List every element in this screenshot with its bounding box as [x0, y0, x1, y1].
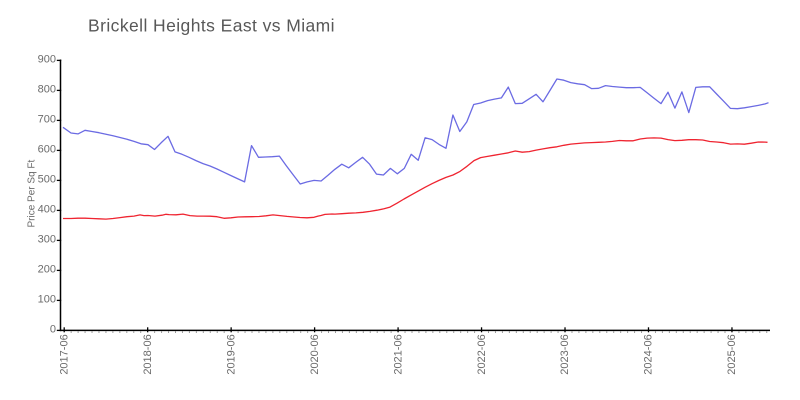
svg-text:2021-06: 2021-06: [392, 334, 404, 374]
svg-text:2020-06: 2020-06: [309, 334, 321, 374]
svg-text:0: 0: [50, 323, 56, 335]
svg-text:200: 200: [38, 263, 56, 275]
svg-text:Brickell Heights East vs Miami: Brickell Heights East vs Miami: [88, 16, 335, 36]
svg-text:2019-06: 2019-06: [225, 334, 237, 374]
svg-text:700: 700: [38, 113, 56, 125]
svg-text:2025-06: 2025-06: [726, 334, 738, 374]
svg-text:2022-06: 2022-06: [476, 334, 488, 374]
svg-text:300: 300: [38, 233, 56, 245]
svg-text:2024-06: 2024-06: [643, 334, 655, 374]
svg-text:100: 100: [38, 293, 56, 305]
svg-text:2023-06: 2023-06: [559, 334, 571, 374]
svg-text:800: 800: [38, 83, 56, 95]
svg-text:400: 400: [38, 203, 56, 215]
svg-text:Price Per Sq Ft: Price Per Sq Ft: [27, 159, 38, 227]
svg-text:2018-06: 2018-06: [142, 334, 154, 374]
svg-text:900: 900: [38, 53, 56, 65]
svg-text:2017-06: 2017-06: [58, 334, 70, 374]
svg-text:500: 500: [38, 173, 56, 185]
svg-text:600: 600: [38, 143, 56, 155]
